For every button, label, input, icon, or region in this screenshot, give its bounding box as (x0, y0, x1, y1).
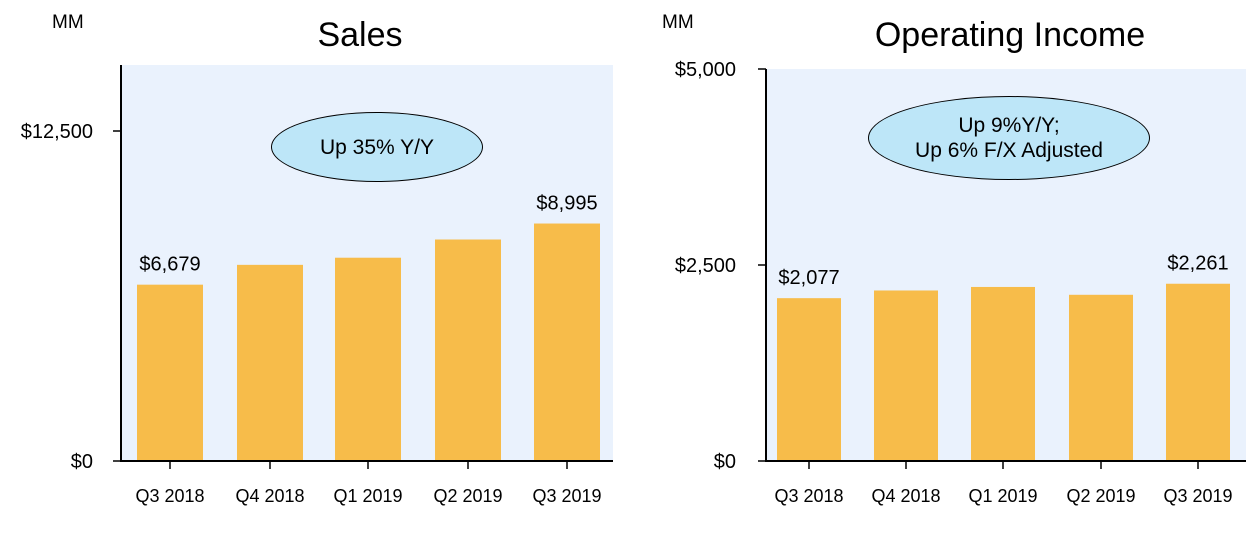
sales-growth-callout: Up 35% Y/Y (271, 112, 483, 182)
sales-bar-q2-2019 (435, 239, 501, 461)
sales-y-tick-label: $12,500 (21, 121, 93, 143)
sales-data-label: $8,995 (536, 193, 597, 215)
operating-income-growth-callout: Up 9%Y/Y; Up 6% F/X Adjusted (868, 96, 1150, 180)
operating-income-x-tick-label: Q4 2018 (871, 486, 940, 506)
operating-income-unit-label: MM (662, 12, 694, 33)
sales-chart-title: Sales (317, 16, 403, 54)
operating-income-data-label: $2,261 (1167, 253, 1228, 275)
operating-income-bar-q1-2019 (971, 286, 1035, 461)
sales-x-tick-label: Q2 2019 (433, 486, 502, 506)
operating-income-x-tick-label: Q2 2019 (1066, 486, 1135, 506)
operating-income-chart-title: Operating Income (874, 16, 1146, 54)
sales-unit-label: MM (52, 12, 84, 33)
operating-income-x-tick-label: Q1 2019 (968, 486, 1037, 506)
sales-bar-q3-2019 (534, 223, 600, 461)
sales-callout-line-1: Up 35% Y/Y (319, 135, 434, 159)
sales-bar-chart: $6,679 $8,995 $0 $12,500 Q3 2018 Q4 2018 Q1 20… (21, 65, 613, 506)
operating-income-data-label: $2,077 (778, 267, 839, 289)
sales-bar-q1-2019 (335, 257, 401, 461)
sales-y-tick-label: $0 (71, 451, 93, 473)
operating-income-bar-chart: $2,077 $2,261 $0 $2,500 $5,000 Q3 2018 Q4 2018… (675, 59, 1246, 506)
sales-chart-panel: MM Sales $6,679 $8,995 $0 $12,500 Q3 2018 Q4 … (21, 12, 613, 506)
sales-bar-q3-2018 (137, 284, 203, 461)
operating-income-bar-q2-2019 (1069, 294, 1133, 461)
operating-income-chart-panel: MM Operating Income $2,077 $2,261 $0 $2,500… (640, 0, 1259, 535)
operating-income-y-tick-label: $2,500 (675, 255, 736, 277)
operating-income-callout-line-1: Up 9%Y/Y; (958, 114, 1060, 137)
sales-x-tick-label: Q3 2018 (135, 486, 204, 506)
operating-income-bar-q3-2019 (1166, 283, 1230, 461)
sales-data-label: $6,679 (139, 254, 200, 276)
sales-bar-q4-2018 (237, 264, 303, 461)
operating-income-x-tick-label: Q3 2018 (774, 486, 843, 506)
sales-x-tick-label: Q1 2019 (333, 486, 402, 506)
operating-income-y-tick-label: $5,000 (675, 59, 736, 81)
sales-x-tick-label: Q4 2018 (235, 486, 304, 506)
operating-income-y-tick-label: $0 (714, 451, 736, 473)
operating-income-callout-line-2: Up 6% F/X Adjusted (915, 139, 1103, 162)
operating-income-x-tick-label: Q3 2019 (1163, 486, 1232, 506)
operating-income-bar-q3-2018 (777, 298, 841, 461)
sales-x-tick-label: Q3 2019 (532, 486, 601, 506)
operating-income-bar-q4-2018 (874, 290, 938, 461)
